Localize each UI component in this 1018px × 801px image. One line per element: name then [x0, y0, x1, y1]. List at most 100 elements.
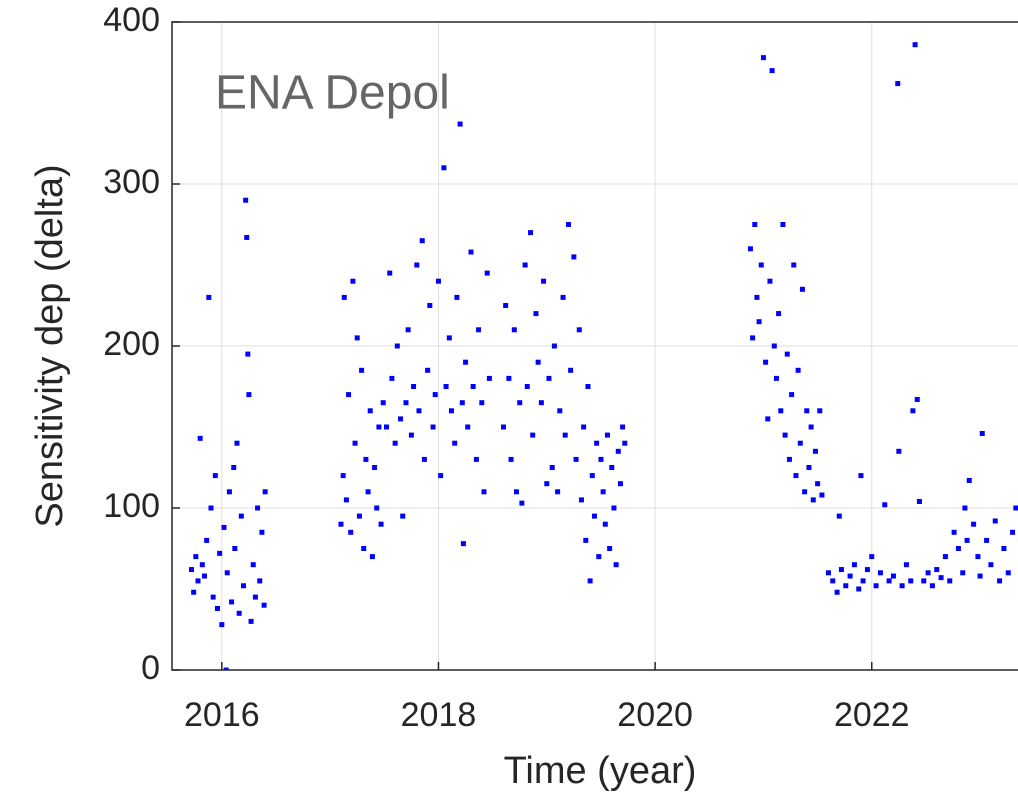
point	[392, 440, 398, 446]
point	[890, 573, 896, 579]
point	[975, 554, 981, 560]
point	[549, 465, 555, 470]
point	[615, 448, 621, 454]
point	[465, 424, 471, 430]
point	[432, 392, 438, 398]
point	[376, 424, 382, 430]
point	[806, 465, 812, 470]
chart-title: ENA Depol	[215, 67, 450, 120]
point	[261, 602, 267, 608]
point	[528, 230, 534, 236]
x-tick-label: 2016	[184, 696, 260, 734]
point	[585, 384, 591, 389]
point	[231, 465, 237, 470]
point	[443, 384, 449, 389]
point	[851, 562, 857, 568]
point	[988, 562, 994, 568]
point	[750, 335, 756, 341]
point	[771, 343, 777, 349]
point	[359, 367, 365, 373]
point	[776, 311, 782, 317]
point	[622, 440, 628, 446]
point	[910, 408, 916, 414]
point	[212, 473, 218, 479]
point	[479, 400, 485, 406]
point	[214, 605, 220, 611]
point	[886, 578, 892, 584]
point	[463, 359, 469, 365]
point	[454, 294, 460, 300]
point	[546, 375, 552, 381]
point	[340, 473, 346, 479]
point	[782, 432, 788, 438]
point	[799, 286, 805, 292]
point	[248, 618, 254, 624]
point	[244, 234, 250, 240]
y-tick-label: 200	[103, 325, 160, 363]
point	[448, 408, 454, 414]
point	[500, 424, 506, 430]
point	[524, 384, 530, 389]
point	[964, 537, 970, 543]
point	[204, 537, 210, 543]
point	[551, 343, 557, 349]
point	[427, 303, 433, 308]
point	[374, 505, 380, 511]
point	[486, 375, 492, 381]
point	[343, 497, 349, 503]
point	[356, 513, 362, 519]
point	[877, 570, 883, 576]
point	[955, 546, 961, 551]
point	[481, 489, 487, 495]
point	[769, 68, 775, 74]
point	[834, 589, 840, 595]
x-axis-label: Time (year)	[504, 750, 697, 792]
point	[1010, 529, 1016, 535]
point	[193, 554, 199, 560]
x-tick-label: 2020	[617, 696, 693, 734]
point	[882, 502, 888, 508]
point	[804, 408, 810, 414]
point	[573, 456, 579, 462]
point	[979, 430, 985, 436]
point	[565, 222, 571, 227]
point	[511, 327, 517, 333]
point	[197, 435, 203, 441]
point	[780, 222, 786, 227]
point	[503, 303, 509, 308]
point	[416, 408, 422, 414]
point	[596, 554, 602, 560]
point	[802, 489, 808, 495]
point	[812, 448, 818, 454]
point	[620, 424, 626, 430]
point	[984, 537, 990, 543]
point	[414, 262, 420, 268]
point	[389, 375, 395, 381]
point	[795, 367, 801, 373]
point	[346, 392, 352, 398]
point	[773, 375, 779, 381]
point	[613, 562, 619, 568]
point	[252, 594, 258, 600]
point	[378, 521, 384, 527]
point	[350, 278, 356, 284]
point	[591, 513, 597, 519]
point	[484, 270, 490, 276]
point	[405, 327, 411, 333]
point	[387, 270, 393, 276]
point	[938, 575, 944, 581]
point	[188, 567, 194, 573]
point	[838, 567, 844, 573]
point	[763, 359, 769, 365]
point	[815, 481, 821, 487]
point	[223, 667, 229, 670]
point	[250, 562, 256, 568]
point	[860, 578, 866, 584]
point	[1005, 570, 1011, 576]
point	[372, 465, 378, 470]
point	[380, 400, 386, 406]
point	[508, 456, 514, 462]
point	[411, 384, 417, 389]
point	[457, 121, 463, 127]
point	[756, 319, 762, 325]
